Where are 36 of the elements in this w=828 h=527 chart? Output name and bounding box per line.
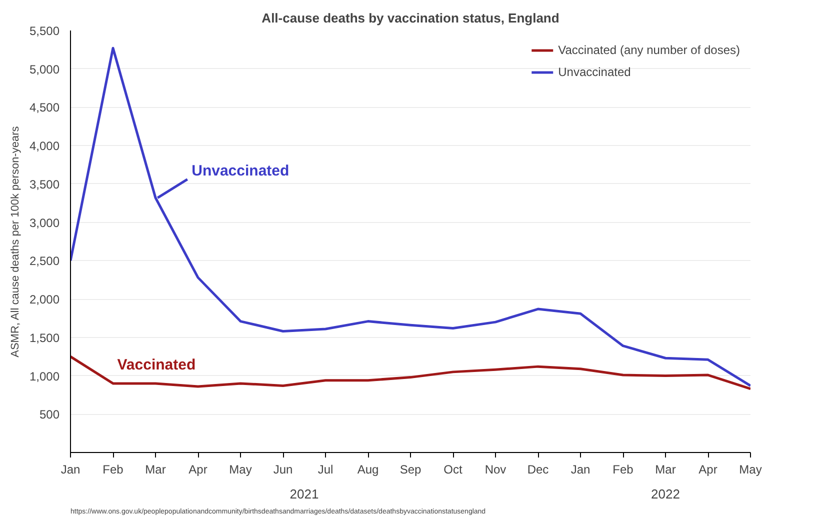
x-tick-label: Apr (698, 462, 718, 476)
annotation: Unvaccinated (192, 162, 290, 180)
x-tick-label: Feb (612, 462, 634, 476)
y-tick-label: 4,500 (29, 100, 60, 115)
chart-title: All-cause deaths by vaccination status, England (262, 10, 560, 26)
x-tick-label: Nov (484, 462, 506, 476)
text: 2022 (651, 486, 680, 502)
y-tick-label: 5,000 (29, 62, 60, 76)
x-tick-label: Oct (444, 462, 463, 476)
x-tick-label: Jan (60, 462, 80, 476)
x-tick-label: Dec (527, 462, 549, 476)
y-tick-label: 1,500 (29, 330, 60, 345)
y-tick-label: 2,000 (29, 292, 60, 307)
y-tick-label: 4,000 (29, 139, 60, 154)
y-tick-label: 3,500 (29, 177, 60, 192)
x-tick-label: May (229, 462, 252, 476)
text: 2021 (290, 486, 319, 502)
y-tick-label: 500 (39, 408, 60, 422)
y-tick-label: 3,000 (29, 216, 60, 230)
x-tick-label: Sep (400, 462, 422, 476)
annotation: Vaccinated (117, 356, 196, 374)
y-axis-title: ASMR, All cause deaths per 100k person-years (9, 126, 22, 358)
x-tick-label: May (739, 462, 762, 476)
legend-label: Unvaccinated (558, 65, 631, 79)
y-tick-label: 5,500 (29, 24, 60, 38)
x-tick-label: Jun (273, 462, 293, 476)
y-tick-label: 2,500 (29, 254, 60, 268)
x-tick-label: Feb (102, 462, 124, 476)
y-tick-label: 1,000 (29, 369, 60, 384)
x-tick-label: Apr (188, 462, 208, 476)
x-tick-label: Mar (655, 462, 676, 476)
x-tick-label: Aug (357, 462, 379, 476)
legend-label: Vaccinated (any number of doses) (558, 43, 740, 57)
x-tick-label: Mar (145, 462, 166, 476)
x-tick-label: Jan (570, 462, 590, 476)
x-tick-label: Jul (318, 462, 334, 476)
